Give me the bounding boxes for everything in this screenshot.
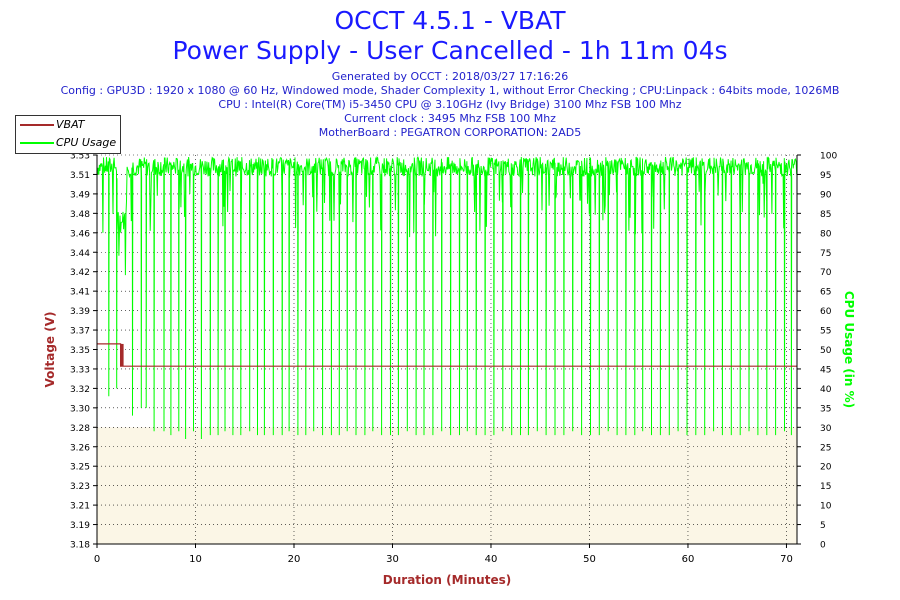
x-tick-label: 10 — [189, 554, 202, 565]
info-config: Config : GPU3D : 1920 x 1080 @ 60 Hz, Wi… — [60, 84, 840, 97]
y-tick-label: 3.35 — [70, 346, 90, 356]
chart-legend: VBAT CPU Usage — [15, 115, 121, 154]
y2-tick-label: 30 — [820, 424, 832, 434]
y-tick-label: 3.33 — [70, 365, 90, 375]
legend-swatch-vbat — [20, 124, 54, 126]
x-tick-label: 70 — [780, 554, 793, 565]
y2-tick-label: 60 — [820, 307, 832, 317]
y-tick-label: 3.19 — [70, 521, 90, 531]
y-tick-label: 3.53 — [70, 152, 90, 162]
legend-item-vbat: VBAT — [16, 116, 120, 134]
info-current-clock: Current clock : 3495 Mhz FSB 100 Mhz — [344, 112, 556, 125]
y-tick-label: 3.51 — [70, 171, 90, 181]
y2-tick-label: 15 — [820, 482, 831, 492]
y2-tick-label: 55 — [820, 327, 831, 337]
y-tick-label: 3.41 — [70, 288, 90, 298]
y2-tick-label: 65 — [820, 288, 831, 298]
legend-item-cpu: CPU Usage — [16, 134, 120, 152]
x-tick-label: 20 — [288, 554, 301, 565]
info-cpu: CPU : Intel(R) Core(TM) i5-3450 CPU @ 3.… — [218, 98, 682, 111]
series-vbat-line — [97, 343, 797, 367]
x-axis-title: Duration (Minutes) — [383, 573, 511, 587]
y-tick-label: 3.18 — [70, 541, 90, 551]
y2-tick-label: 35 — [820, 404, 831, 414]
y2-tick-label: 75 — [820, 249, 831, 259]
y2-tick-label: 40 — [820, 385, 832, 395]
y-tick-label: 3.39 — [70, 307, 90, 317]
y-tick-label: 3.25 — [70, 463, 90, 473]
y-tick-label: 3.42 — [70, 268, 90, 278]
series-cpu-usage-line — [96, 155, 798, 440]
y2-tick-label: 5 — [820, 521, 826, 531]
y-tick-label: 3.49 — [70, 190, 90, 200]
x-tick-label: 50 — [583, 554, 596, 565]
legend-label-cpu: CPU Usage — [56, 136, 117, 149]
x-tick-label: 40 — [485, 554, 498, 565]
y-tick-label: 3.46 — [70, 229, 90, 239]
y-tick-label: 3.21 — [70, 502, 90, 512]
y-tick-label: 3.48 — [70, 210, 90, 220]
legend-label-vbat: VBAT — [56, 118, 85, 131]
x-tick-label: 0 — [94, 554, 100, 565]
chart-title: OCCT 4.5.1 - VBAT — [334, 6, 566, 35]
y2-tick-label: 10 — [820, 502, 832, 512]
y2-tick-label: 20 — [820, 463, 832, 473]
y-tick-label: 3.30 — [70, 404, 90, 414]
y2-tick-label: 45 — [820, 365, 831, 375]
y2-tick-label: 0 — [820, 541, 826, 551]
y-axis-title: Voltage (V) — [43, 312, 57, 388]
y2-axis-title: CPU Usage (in %) — [842, 291, 856, 408]
y2-tick-label: 25 — [820, 443, 831, 453]
info-generated: Generated by OCCT : 2018/03/27 17:16:26 — [331, 70, 569, 83]
y-tick-label: 3.44 — [70, 249, 90, 259]
y2-tick-label: 100 — [820, 152, 837, 162]
info-motherboard: MotherBoard : PEGATRON CORPORATION: 2AD5 — [318, 126, 582, 139]
y-tick-label: 3.32 — [70, 385, 90, 395]
chart-subtitle: Power Supply - User Cancelled - 1h 11m 0… — [172, 36, 728, 65]
legend-swatch-cpu — [20, 142, 54, 144]
y-tick-label: 3.23 — [70, 482, 90, 492]
y2-tick-label: 95 — [820, 171, 831, 181]
x-tick-label: 30 — [386, 554, 399, 565]
series-vbat-step — [120, 343, 124, 367]
y2-tick-label: 80 — [820, 229, 832, 239]
y-tick-label: 3.37 — [70, 327, 90, 337]
y2-tick-label: 85 — [820, 210, 831, 220]
y2-tick-label: 70 — [820, 268, 832, 278]
x-tick-label: 60 — [682, 554, 695, 565]
y-tick-label: 3.26 — [70, 443, 90, 453]
y-tick-label: 3.28 — [70, 424, 90, 434]
y2-tick-label: 50 — [820, 346, 832, 356]
y2-tick-label: 90 — [820, 190, 832, 200]
